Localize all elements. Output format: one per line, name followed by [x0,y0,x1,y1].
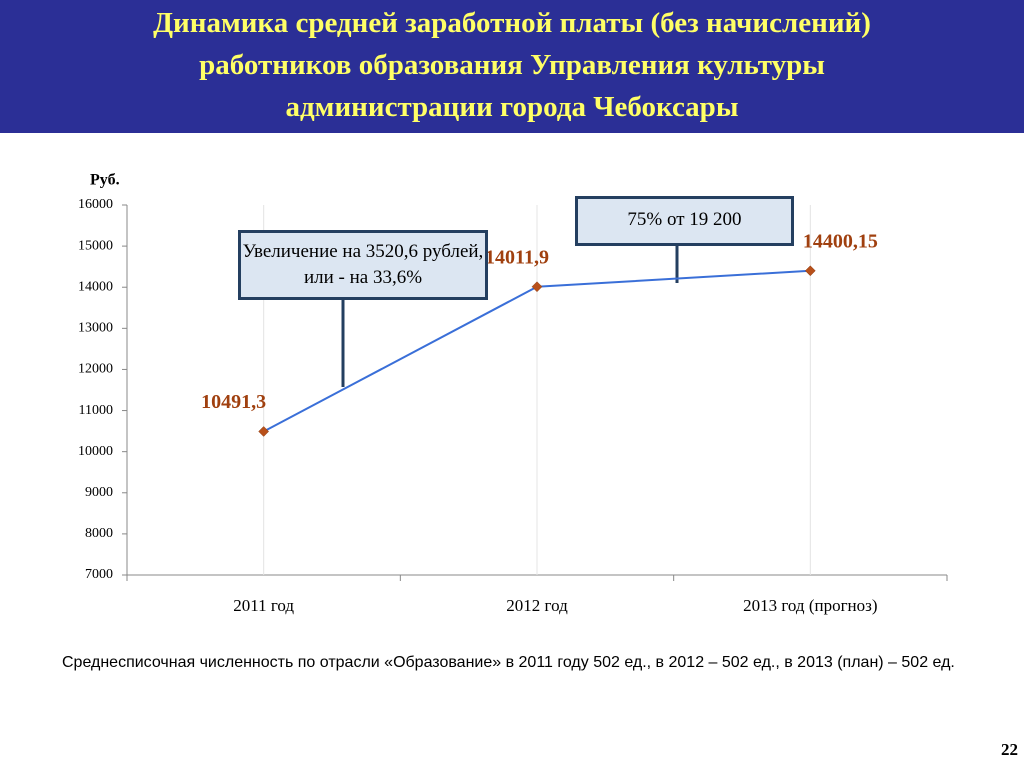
y-tick-label: 15000 [78,238,113,253]
x-tick-label: 2012 год [506,596,568,615]
data-label: 10491,3 [201,391,266,413]
annotation-box: Увеличение на 3520,6 рублей, или - на 33… [238,230,488,300]
data-marker [258,426,270,437]
data-marker [531,281,543,293]
y-tick-label: 10000 [78,444,113,459]
data-label: 14011,9 [485,246,549,268]
y-tick-label: 13000 [78,321,113,336]
title-line: работников образования Управления культу… [199,49,825,81]
y-tick-label: 14000 [78,279,113,294]
y-axis-label: Руб. [90,172,120,189]
y-tick-label: 11000 [79,403,113,418]
y-tick-label: 12000 [78,362,113,377]
title-line: администрации города Чебоксары [285,91,739,123]
y-tick-label: 7000 [85,567,113,582]
annotation-box: 75% от 19 200 [575,196,794,246]
x-tick-label: 2011 год [233,596,294,615]
x-tick-label: 2013 год (прогноз) [743,596,877,615]
title-line: Динамика средней заработной платы (без н… [153,7,871,39]
y-tick-label: 8000 [85,526,113,541]
data-label: 14400,15 [803,230,878,252]
title-banner: Динамика средней заработной платы (без н… [0,0,1024,133]
y-tick-label: 16000 [78,197,113,212]
footnote: Среднесписочная численность по отрасли «… [62,654,955,671]
y-tick-label: 9000 [85,485,113,500]
page-number: 22 [1001,740,1018,759]
data-marker [804,265,816,277]
